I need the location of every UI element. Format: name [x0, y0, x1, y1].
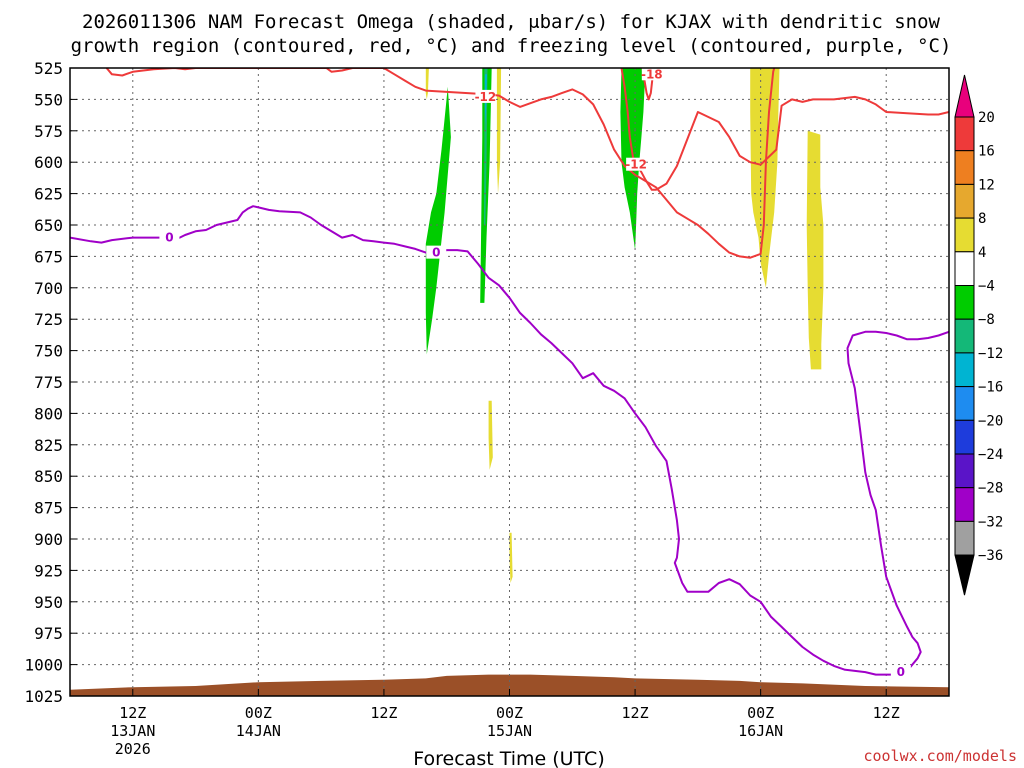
- colorbar-box-2: [954, 150, 975, 185]
- colorbar-box-13: [954, 520, 975, 556]
- freezing-label-3-bg: [890, 665, 911, 679]
- freezing-label-2: 0: [432, 246, 440, 260]
- y-tick-label-625: 625: [34, 185, 63, 204]
- x-tick-label-6-2: 13JAN: [110, 722, 155, 740]
- dgz-label-3: -18: [641, 67, 663, 81]
- y-tick-label-725: 725: [34, 310, 63, 329]
- colorbar-label-6: −4: [978, 279, 995, 295]
- dgz-label-2: -12: [625, 158, 647, 172]
- dgz-contour-1: [105, 68, 776, 259]
- y-tick-label-700: 700: [34, 279, 63, 298]
- x-tick-label-42-1: 00Z: [496, 704, 523, 722]
- colorbar-label-2: 16: [978, 144, 995, 160]
- colorbar-box-6: [954, 285, 975, 320]
- colorbar-box-10: [954, 419, 975, 455]
- terrain-surface: [70, 674, 949, 696]
- colorbar: 20 16 12 8 4 −4 −8 −12 −16 −20 −24 −28 −32 −36: [954, 74, 1003, 596]
- omega-region-1: [425, 86, 451, 355]
- y-tick-label-675: 675: [34, 247, 63, 266]
- x-tick-label-54-1: 12Z: [622, 704, 649, 722]
- dgz-label-3-bg: [641, 67, 662, 81]
- contour-labels: -12 -12 -18 0 0 0: [159, 67, 911, 679]
- freezing-label-1: 0: [165, 231, 173, 245]
- colorbar-box-7: [954, 318, 975, 354]
- colorbar-bottom-arrow: [954, 554, 975, 596]
- colorbar-label-7: −8: [978, 312, 995, 328]
- y-tick-label-975: 975: [34, 624, 63, 643]
- freezing-level-line: [70, 205, 949, 676]
- y-tick-label-575: 575: [34, 122, 63, 141]
- y-tick-label-1000: 1000: [24, 656, 63, 675]
- colorbar-box-4: [954, 217, 975, 253]
- y-tick-label-1025: 1025: [24, 687, 63, 706]
- chart-title-line-1: 2026011306 NAM Forecast Omega (shaded, μ…: [82, 11, 940, 33]
- colorbar-box-8: [954, 352, 975, 388]
- freezing-label-3: 0: [897, 665, 905, 679]
- freezing-label-1-bg: [159, 230, 180, 244]
- omega-region-8: [488, 400, 493, 470]
- freezing-level-contour: [70, 205, 949, 676]
- x-tick-label-66-1: 00Z: [747, 704, 774, 722]
- colorbar-label-5: 4: [978, 245, 986, 261]
- y-tick-label-650: 650: [34, 216, 63, 235]
- omega-shading: [425, 68, 824, 583]
- y-tick-label-600: 600: [34, 153, 63, 172]
- colorbar-label-8: −12: [978, 346, 1003, 362]
- colorbar-box-3: [954, 183, 975, 219]
- colorbar-label-1: 20: [978, 110, 995, 126]
- omega-region-11: [806, 130, 824, 370]
- colorbar-top-arrow: [954, 74, 975, 118]
- omega-region-9: [509, 532, 513, 583]
- x-axis-title: Forecast Time (UTC): [413, 748, 604, 768]
- y-tick-label-550: 550: [34, 90, 63, 109]
- y-tick-label-950: 950: [34, 593, 63, 612]
- colorbar-label-3: 12: [978, 177, 995, 193]
- y-tick-label-875: 875: [34, 499, 63, 518]
- x-tick-label-30-1: 12Z: [370, 704, 397, 722]
- y-axis: 525 550 575 600 625 650 675 700 725 750 775 800 825 8…: [24, 59, 77, 706]
- colorbar-box-12: [954, 487, 975, 522]
- colorbar-box-1: [954, 116, 975, 152]
- colorbar-label-4: 8: [978, 211, 986, 227]
- colorbar-label-12: −28: [978, 481, 1003, 497]
- x-tick-label-6-1: 12Z: [119, 704, 146, 722]
- dgz-label-1-bg: [475, 89, 496, 103]
- x-tick-label-66-2: 16JAN: [738, 722, 783, 740]
- colorbar-label-13: −32: [978, 514, 1003, 530]
- x-tick-label-18-2: 14JAN: [236, 722, 281, 740]
- colorbar-label-10: −20: [978, 413, 1003, 429]
- y-tick-label-825: 825: [34, 436, 63, 455]
- x-tick-label-42-2: 15JAN: [487, 722, 532, 740]
- gridlines: [70, 68, 949, 696]
- terrain: [70, 674, 949, 696]
- colorbar-label-11: −24: [978, 447, 1003, 463]
- y-tick-label-750: 750: [34, 342, 63, 361]
- y-tick-label-525: 525: [34, 59, 63, 78]
- dgz-label-1: -12: [475, 90, 497, 104]
- colorbar-label-9: −16: [978, 380, 1003, 396]
- chart-title-line-2: growth region (contoured, red, °C) and f…: [71, 35, 952, 57]
- colorbar-box-9: [954, 386, 975, 421]
- y-tick-label-800: 800: [34, 404, 63, 423]
- credit-text: coolwx.com/models: [863, 747, 1017, 765]
- x-tick-label-18-1: 00Z: [245, 704, 272, 722]
- x-tick-label-78-1: 12Z: [873, 704, 900, 722]
- omega-region-3: [483, 68, 488, 225]
- y-tick-label-900: 900: [34, 530, 63, 549]
- dgz-label-2-bg: [626, 157, 647, 171]
- colorbar-box-11: [954, 453, 975, 489]
- y-tick-label-850: 850: [34, 467, 63, 486]
- freezing-label-2-bg: [426, 245, 447, 259]
- y-tick-label-775: 775: [34, 373, 63, 392]
- x-tick-label-6-3: 2026: [115, 740, 151, 758]
- y-tick-label-925: 925: [34, 561, 63, 580]
- colorbar-label-14: −36: [978, 548, 1003, 564]
- colorbar-box-5: [954, 251, 975, 287]
